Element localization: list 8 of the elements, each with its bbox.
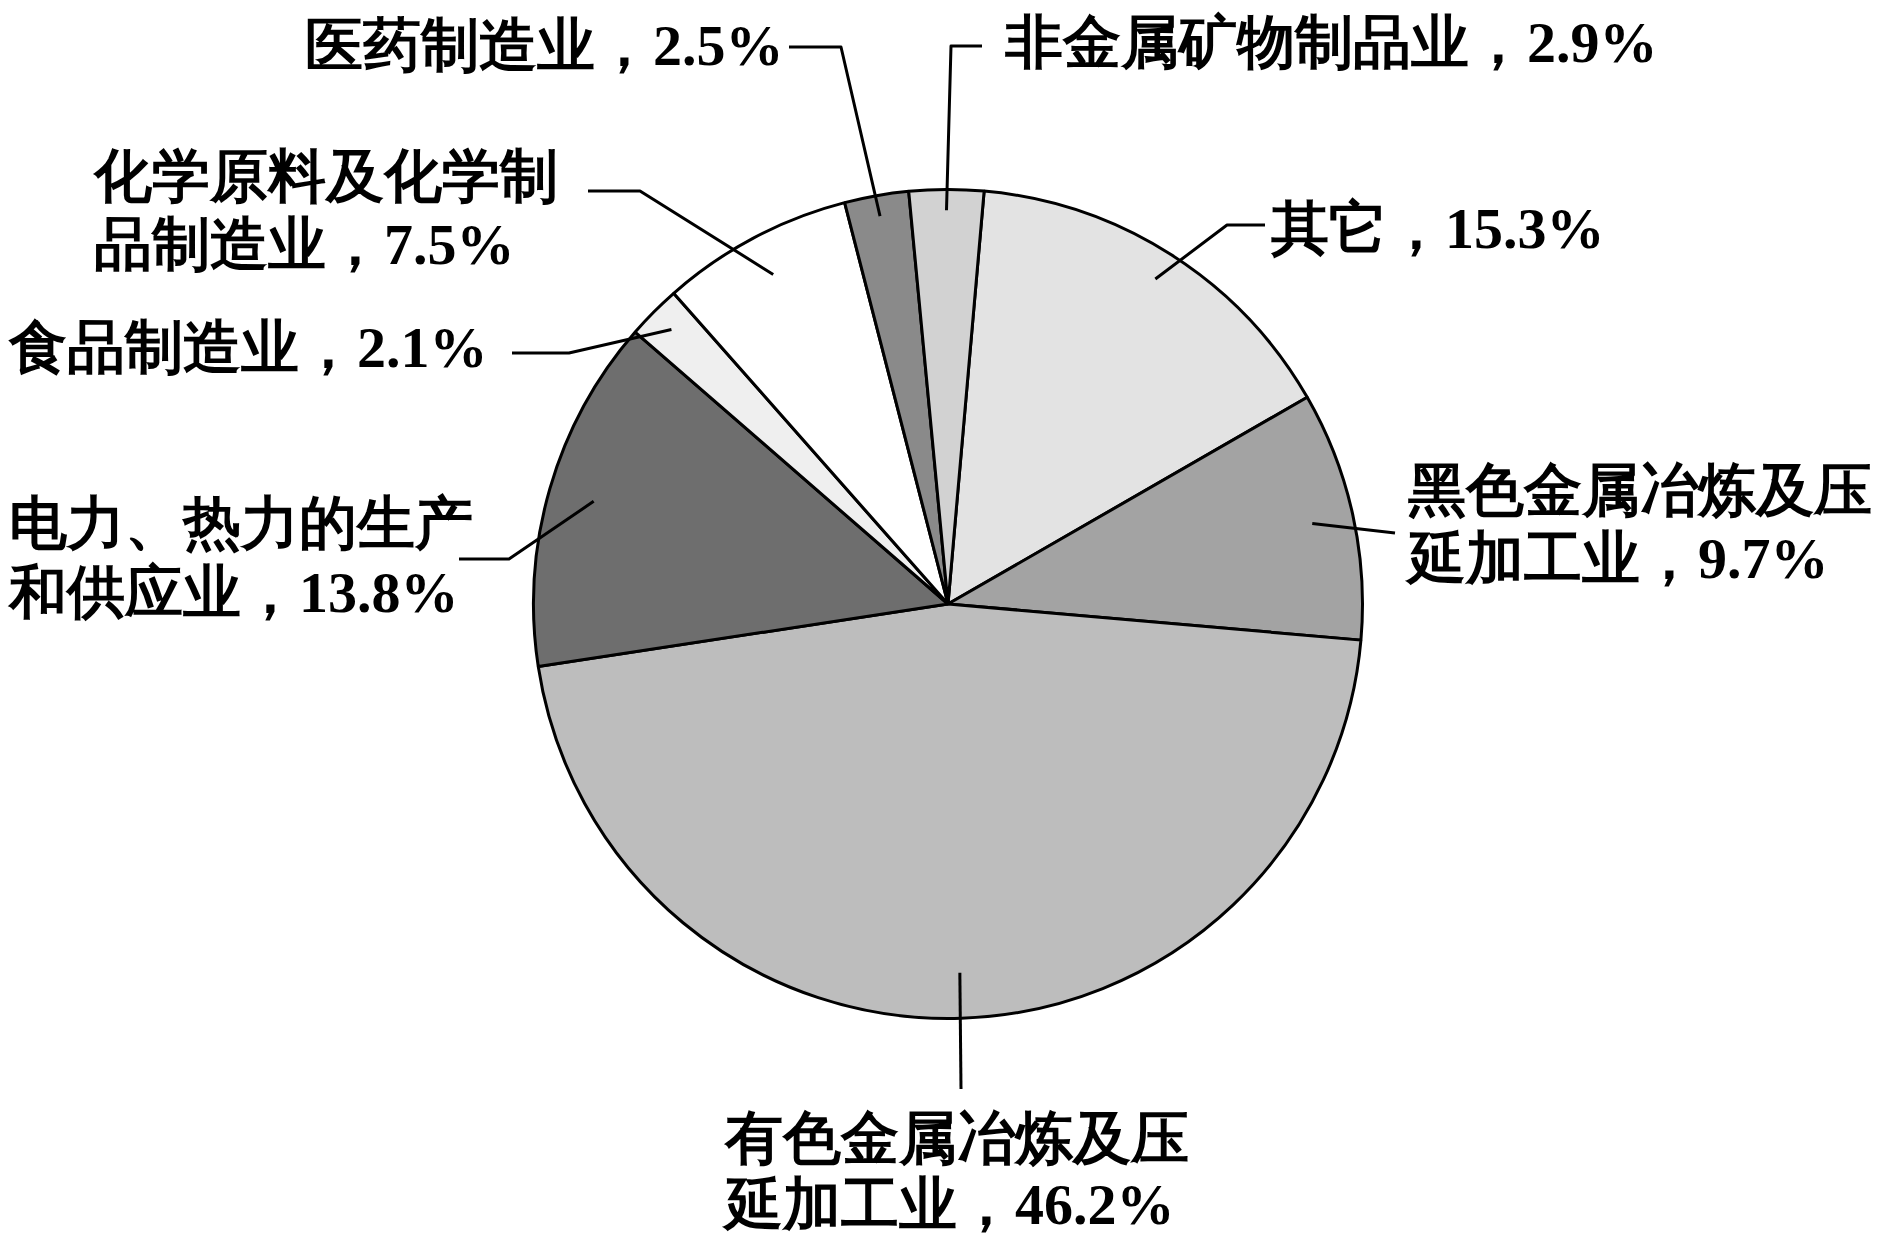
slice-label: 电力、热力的生产和供应业，13.8%	[7, 490, 473, 625]
slice-label: 医药制造业，2.5%	[305, 12, 784, 78]
slice-label: 化学原料及化学制品制造业，7.5%	[92, 143, 558, 277]
slice-label: 食品制造业，2.1%	[8, 314, 488, 380]
slice-label: 其它，15.3%	[1270, 195, 1605, 261]
slice-label: 非金属矿物制品业，2.9%	[1004, 9, 1658, 75]
slice-label: 有色金属冶炼及压延加工业，46.2%	[721, 1105, 1189, 1237]
slice-label: 黑色金属冶炼及压延加工业，9.7%	[1404, 457, 1872, 591]
